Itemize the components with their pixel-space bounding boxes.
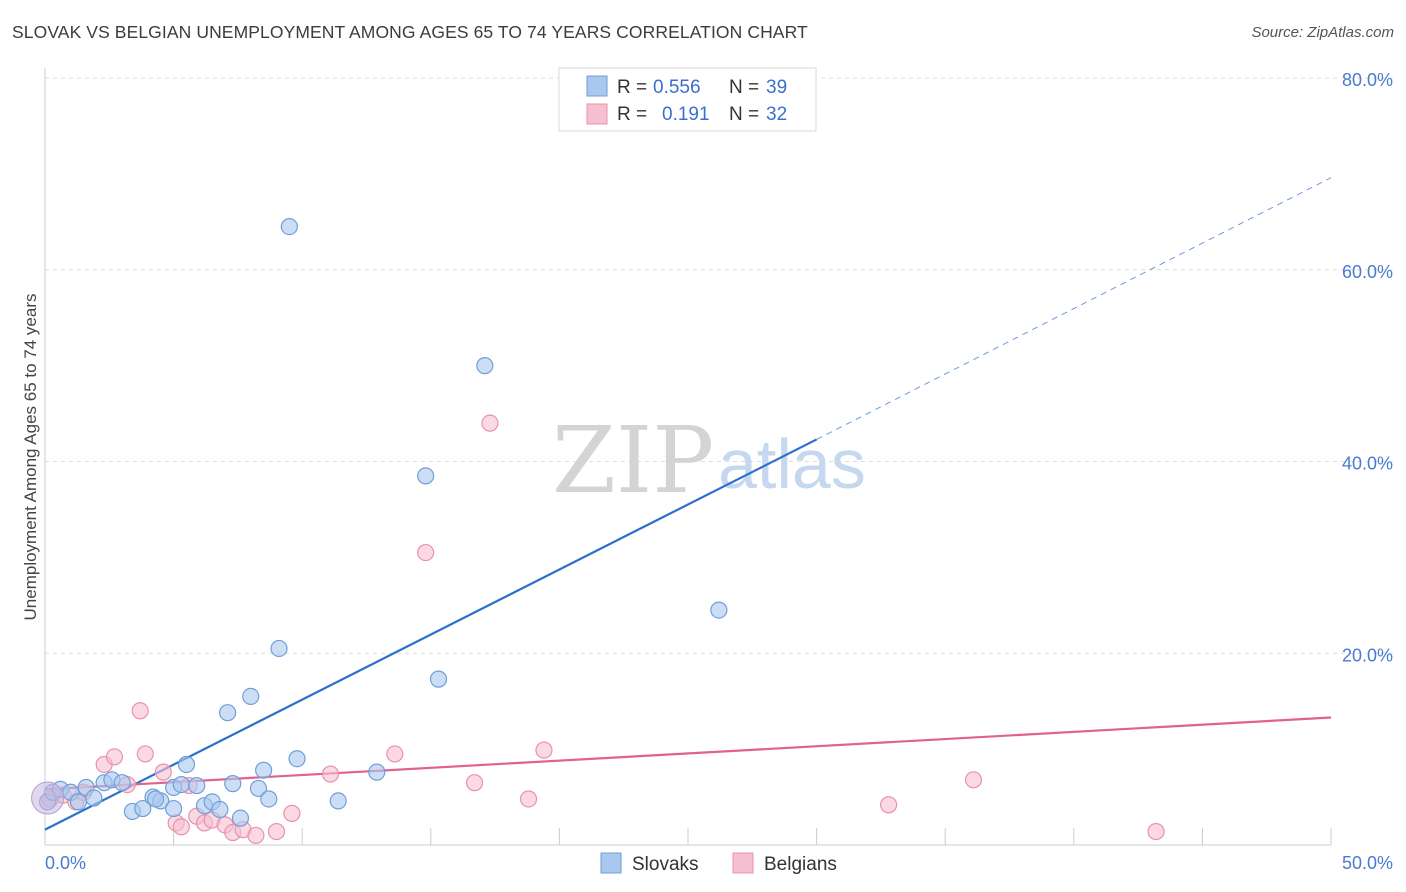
slovak-point [249, 779, 268, 798]
legend-r-label-belgians: R = [617, 104, 647, 125]
belgian-point [283, 804, 301, 822]
slovak-point [177, 755, 196, 774]
slovak-point [476, 357, 494, 375]
belgian-point [964, 771, 983, 789]
chart-title: SLOVAK VS BELGIAN UNEMPLOYMENT AMONG AGE… [12, 22, 808, 42]
y-tick-label: 20.0% [1342, 645, 1393, 665]
slovak-point [710, 601, 728, 619]
y-axis-label: Unemployment Among Ages 65 to 74 years [21, 294, 40, 621]
slovak-point [260, 790, 278, 808]
legend: R = 0.556 N = 39 R = 0.191 N = 32 [558, 67, 817, 132]
slovak-point [211, 800, 229, 819]
belgian-point [535, 741, 553, 759]
source-label: Source: ZipAtlas.com [1251, 24, 1394, 41]
belgian-point [247, 826, 265, 845]
legend-r-belgians: 0.191 [662, 104, 710, 125]
belgian-point [465, 774, 484, 792]
slovak-point [219, 704, 237, 722]
slovak-point [134, 799, 152, 818]
y-tick-label: 60.0% [1342, 262, 1393, 282]
slovak-point [231, 809, 250, 827]
y-tick-label: 80.0% [1342, 70, 1393, 90]
legend-n-belgians: 32 [766, 104, 787, 125]
watermark: ZIP atlas [552, 407, 866, 514]
slovak-point [224, 775, 242, 793]
x-tick-label-max: 50.0% [1342, 853, 1393, 873]
slovaks-trend-extension [816, 177, 1332, 440]
belgian-point [131, 702, 149, 720]
slovak-point [146, 790, 165, 808]
slovak-point [172, 775, 190, 794]
belgian-point [880, 796, 898, 814]
belgian-point [321, 765, 340, 783]
belgian-point [154, 763, 172, 781]
slovak-point [288, 750, 306, 768]
origin-cluster-point [31, 781, 65, 815]
belgian-point [136, 745, 154, 763]
belgian-point [1147, 822, 1165, 841]
slovak-point [85, 789, 103, 807]
data-points [31, 218, 1165, 845]
y-tick-label: 40.0% [1342, 454, 1393, 474]
bottom-legend-belgians: Belgians [764, 854, 837, 875]
slovak-point [280, 218, 298, 236]
slovak-point [270, 639, 288, 658]
slovak-point [429, 670, 448, 688]
gridlines [45, 77, 1393, 654]
slovak-point [417, 467, 435, 485]
legend-swatch-slovaks [586, 75, 608, 97]
slovak-point [329, 792, 347, 810]
bottom-legend-swatch-slovaks [600, 852, 622, 874]
legend-n-label-belgians: N = [729, 104, 759, 125]
watermark-atlas: atlas [718, 425, 866, 503]
legend-r-label-slovaks: R = [617, 77, 647, 98]
legend-r-slovaks: 0.556 [653, 77, 701, 98]
belgian-point [172, 818, 190, 836]
slovak-point [368, 763, 386, 781]
x-tick-labels: 0.0% 50.0% [45, 853, 1393, 873]
belgian-point [417, 543, 435, 562]
slovak-point [113, 774, 131, 792]
slovak-point [188, 776, 206, 795]
legend-swatch-belgians [586, 103, 608, 125]
belgian-point [481, 414, 499, 432]
slovak-point [165, 799, 183, 818]
bottom-legend-swatch-belgians [732, 852, 754, 874]
slovak-point [242, 687, 260, 705]
slovak-point [255, 761, 273, 779]
belgian-point [386, 745, 404, 763]
belgian-point [519, 790, 538, 808]
legend-n-slovaks: 39 [766, 77, 787, 98]
slovaks-trend-line [44, 438, 818, 831]
watermark-zip: ZIP [552, 407, 714, 514]
bottom-legend-slovaks: Slovaks [632, 854, 699, 875]
y-tick-labels: 20.0% 40.0% 60.0% 80.0% [1342, 70, 1393, 665]
axes [44, 68, 1332, 846]
legend-n-label-slovaks: N = [729, 77, 759, 98]
bottom-legend: Slovaks Belgians [600, 852, 837, 875]
trend-lines [44, 177, 1332, 831]
x-tick-label-min: 0.0% [45, 853, 86, 873]
slovak-point [69, 793, 88, 811]
belgian-point [105, 748, 124, 766]
belgian-point [267, 822, 286, 841]
